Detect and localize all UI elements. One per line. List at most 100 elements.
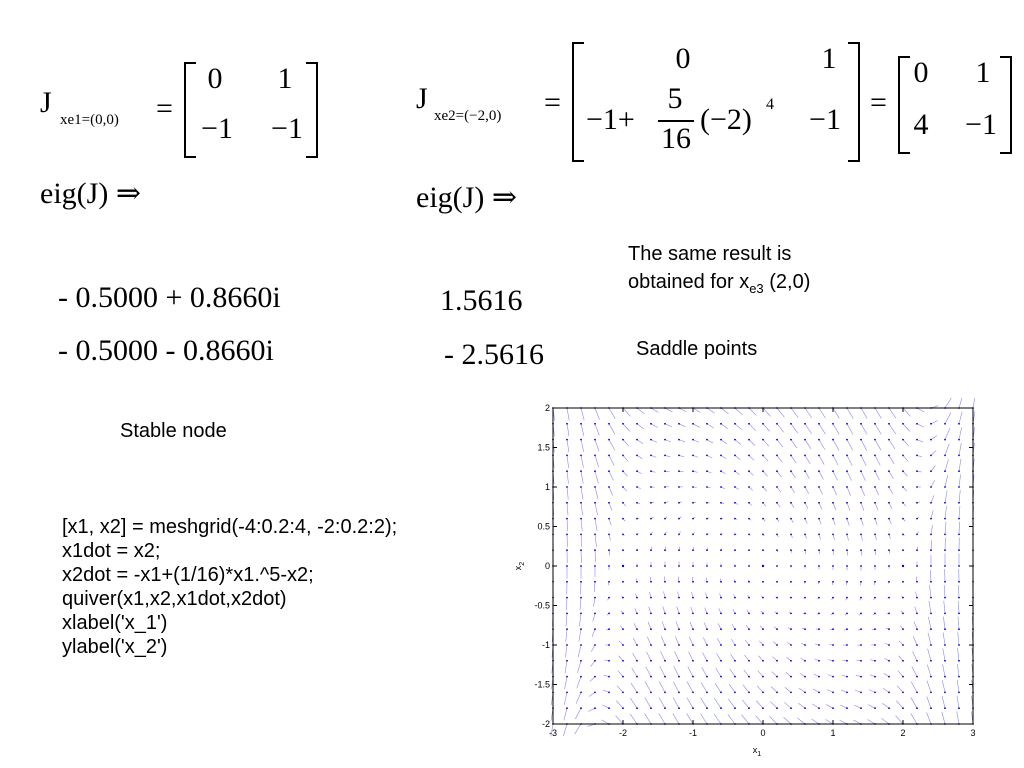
field-dot	[594, 438, 596, 441]
field-arrow	[678, 439, 686, 443]
field-dot	[664, 707, 666, 710]
field-dot	[678, 517, 680, 520]
field-dot	[594, 517, 596, 520]
field-arrow	[911, 666, 918, 677]
field-arrow	[743, 669, 750, 677]
field-arrow	[615, 715, 624, 725]
field-arrow	[660, 651, 666, 661]
field-dot	[944, 707, 946, 710]
field-arrow	[854, 704, 862, 709]
y-tick: -1.5	[534, 680, 973, 690]
y-tick: 0.5	[537, 522, 973, 532]
field-dot	[790, 675, 792, 678]
field-arrow	[688, 651, 694, 661]
field-dot	[566, 454, 568, 457]
field-arrow	[883, 673, 890, 677]
field-arrow	[888, 486, 893, 494]
field-dot	[944, 533, 946, 536]
field-arrow	[608, 439, 616, 451]
field-dot	[566, 438, 568, 441]
field-arrow	[759, 640, 764, 646]
x-tick-label: 2	[900, 728, 905, 738]
field-dot	[846, 675, 848, 678]
field-arrow	[648, 606, 652, 614]
field-arrow	[748, 439, 756, 446]
field-arrow	[957, 616, 960, 630]
field-dot	[720, 628, 722, 631]
field-dot	[944, 470, 946, 473]
field-dot	[916, 675, 918, 678]
field-dot	[594, 628, 596, 631]
field-arrow	[804, 486, 809, 494]
field-dot	[944, 580, 946, 583]
y-tick: -2	[542, 719, 973, 729]
field-arrow	[941, 711, 946, 725]
field-arrow	[846, 423, 854, 435]
field-arrow	[734, 439, 742, 445]
field-arrow	[579, 613, 582, 626]
field-dot	[818, 691, 820, 694]
field-arrow	[594, 439, 600, 452]
field-dot	[678, 612, 680, 615]
field-dot	[748, 596, 750, 599]
field-dot	[916, 454, 918, 457]
field-dot	[832, 454, 834, 457]
field-dot	[762, 454, 764, 457]
field-dot	[622, 580, 624, 583]
field-dot	[804, 422, 806, 425]
field-dot	[958, 486, 960, 488]
field-dot	[706, 644, 708, 646]
field-dot	[916, 659, 918, 662]
field-arrow	[926, 680, 932, 693]
field-dot	[762, 422, 764, 425]
field-dot	[692, 707, 694, 710]
field-dot	[846, 422, 848, 425]
field-dot	[860, 549, 862, 552]
field-arrow	[636, 407, 645, 415]
field-arrow	[717, 623, 722, 630]
matrix-cell: 1	[277, 62, 293, 95]
field-arrow	[797, 717, 806, 725]
field-arrow	[580, 471, 584, 484]
equals-sign: =	[156, 92, 173, 125]
field-arrow	[790, 455, 797, 464]
field-dot	[706, 454, 708, 457]
field-arrow	[717, 638, 722, 646]
note-subscript: e3	[749, 281, 764, 296]
field-dot	[944, 628, 946, 631]
eigenvalue-2-right: - 2.5616	[444, 338, 544, 371]
field-dot	[748, 707, 750, 710]
field-dot	[804, 517, 806, 520]
field-dot	[860, 470, 862, 473]
field-dot	[804, 486, 806, 488]
field-dot	[636, 707, 638, 710]
field-arrow	[942, 664, 946, 677]
field-arrow	[769, 716, 778, 725]
matrix-bracket-right	[306, 62, 318, 158]
field-arrow	[646, 636, 652, 646]
field-arrow	[678, 407, 687, 413]
field-dot	[664, 549, 666, 552]
field-arrow	[714, 682, 722, 693]
field-dot	[706, 659, 708, 662]
code-line: x2dot = -x1+(1/16)*x1.^5-x2;	[62, 564, 314, 586]
field-dot	[678, 454, 680, 457]
field-dot	[664, 659, 666, 662]
field-dot	[846, 438, 848, 441]
field-dot	[734, 549, 736, 552]
field-dot	[566, 659, 568, 662]
field-arrow	[790, 439, 798, 449]
field-arrow	[784, 687, 792, 693]
field-dot	[650, 470, 652, 473]
field-arrow	[673, 666, 680, 677]
field-arrow	[664, 407, 673, 413]
x-tick: 1	[830, 408, 836, 738]
field-arrow	[790, 471, 796, 479]
field-arrow	[704, 607, 708, 614]
field-dot	[748, 612, 750, 615]
field-dot	[762, 438, 764, 441]
field-dot	[916, 438, 918, 441]
field-dot	[944, 565, 946, 567]
matrix-bracket-right	[1000, 56, 1012, 154]
field-dot	[622, 501, 624, 504]
